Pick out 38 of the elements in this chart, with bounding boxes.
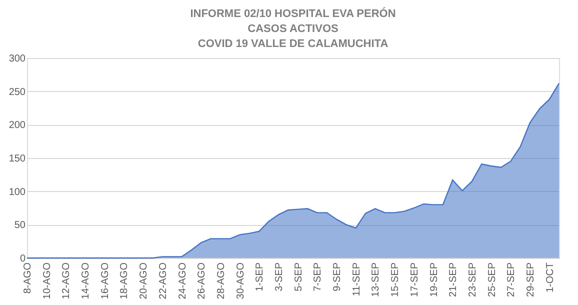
x-tick-label: 11-SEP	[351, 262, 362, 296]
x-tick-label: 25-SEP	[486, 262, 498, 297]
y-tick-label: 300	[8, 54, 26, 64]
x-tick-label: 13-SEP	[370, 262, 382, 297]
x-tick-label: 9-SEP	[332, 262, 344, 292]
y-tick-label: 0	[20, 254, 26, 264]
x-tick-label: 14-AGO	[80, 262, 92, 300]
x-tick-label: 29-SEP	[525, 262, 536, 297]
y-tick-label: 50	[14, 220, 26, 232]
text: INFORME 02/10 HOSPITAL EVA PERÓN	[190, 8, 396, 20]
x-tick-label: 22-AGO	[158, 262, 169, 300]
x-tick-label: 20-AGO	[138, 262, 150, 300]
y-tick-label: 150	[8, 154, 26, 164]
x-tick-label: 12-AGO	[61, 262, 72, 300]
x-tick-label: 15-SEP	[390, 262, 402, 297]
x-tick-label: 16-AGO	[100, 262, 111, 300]
x-tick-label: 18-AGO	[119, 262, 130, 300]
x-tick-label: 17-SEP	[409, 262, 420, 297]
x-tick-label: 27-SEP	[506, 262, 518, 297]
x-tick-label: 5-SEP	[293, 262, 304, 292]
x-tick-label: 24-AGO	[177, 262, 188, 300]
x-tick-label: 8-AGO	[22, 262, 34, 294]
y-tick-label: 250	[8, 86, 26, 98]
x-tick-label: 21-SEP	[448, 262, 460, 297]
x-tick-label: 1-SEP	[254, 262, 266, 292]
x-tick-label: 1-OCT	[544, 262, 556, 292]
y-tick-label: 200	[8, 120, 26, 132]
x-tick-label: 30-AGO	[235, 262, 246, 300]
text: COVID 19 VALLE DE CALAMUCHITA	[198, 38, 388, 50]
x-tick-label: 19-SEP	[428, 262, 440, 297]
text: CASOS ACTIVOS	[248, 23, 338, 35]
x-tick-label: 7-SEP	[312, 262, 324, 292]
x-tick-label: 23-SEP	[467, 262, 478, 297]
x-tick-label: 10-AGO	[42, 262, 53, 300]
y-tick-label: 100	[8, 186, 26, 198]
x-tick-label: 26-AGO	[196, 262, 208, 300]
x-tick-label: 28-AGO	[216, 262, 227, 300]
x-tick-label: 3-SEP	[274, 262, 285, 292]
